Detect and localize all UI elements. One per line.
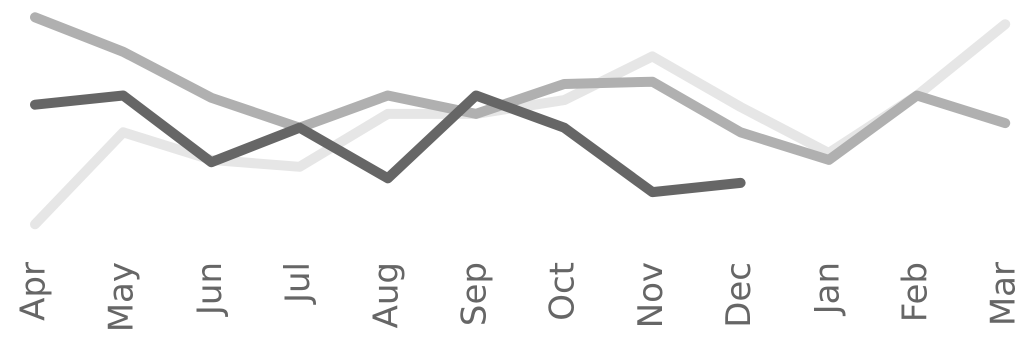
x-tick-label: Feb xyxy=(896,262,936,322)
series-line xyxy=(30,12,1011,165)
x-tick-label: Jun xyxy=(190,262,230,317)
x-tick-label: May xyxy=(102,262,142,332)
x-tick-label: Dec xyxy=(719,262,759,328)
x-tick-label: Oct xyxy=(543,262,583,321)
series-line xyxy=(30,90,746,198)
x-tick-label: Nov xyxy=(631,262,671,328)
x-tick-label: Apr xyxy=(14,262,54,321)
x-tick-label: Jul xyxy=(278,262,318,305)
series-line xyxy=(30,19,1011,230)
x-tick-label: Mar xyxy=(984,262,1024,326)
x-tick-label: Sep xyxy=(455,262,495,326)
x-tick-label: Jan xyxy=(807,262,847,316)
x-tick-label: Aug xyxy=(366,262,406,328)
